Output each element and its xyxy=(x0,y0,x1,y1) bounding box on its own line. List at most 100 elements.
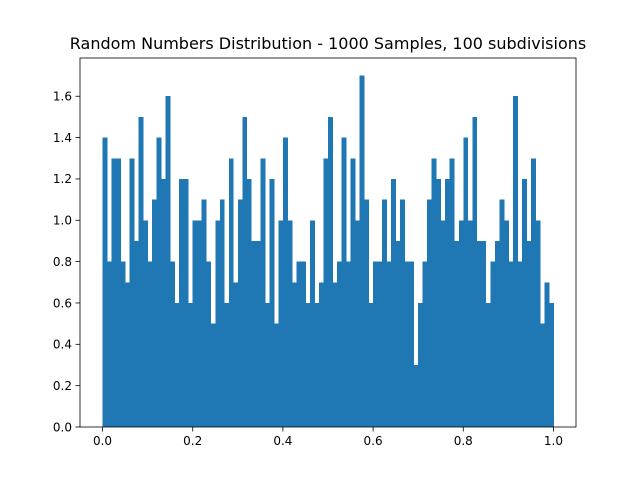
histogram-bar xyxy=(404,261,410,427)
histogram-bar xyxy=(210,323,216,427)
histogram-bar xyxy=(314,302,320,427)
y-tick-label: 0.0 xyxy=(53,420,72,434)
y-tick-label: 0.8 xyxy=(53,255,72,269)
histogram-bar xyxy=(111,158,117,427)
histogram-bar xyxy=(116,158,121,427)
histogram-bar xyxy=(278,220,284,427)
histogram-bar xyxy=(481,240,487,427)
histogram-bar xyxy=(188,302,194,427)
histogram-bar xyxy=(125,282,130,427)
histogram-bar xyxy=(161,178,167,427)
histogram-bar xyxy=(337,261,342,427)
histogram-bar xyxy=(107,261,112,427)
histogram-bar xyxy=(309,220,315,427)
histogram-bar xyxy=(494,240,500,427)
histogram-bar xyxy=(395,240,401,427)
histogram-bar xyxy=(206,261,212,427)
histogram-bar xyxy=(413,364,419,427)
histogram-bar xyxy=(490,261,496,427)
histogram-bar xyxy=(251,240,257,427)
histogram-bar xyxy=(364,199,369,427)
x-tick-label: 0.0 xyxy=(93,434,112,448)
histogram-bar xyxy=(305,302,311,427)
histogram-bar xyxy=(454,240,460,427)
histogram-bar xyxy=(328,116,333,428)
y-tick-label: 1.0 xyxy=(53,214,72,228)
histogram-bar xyxy=(517,261,523,427)
histogram-bar xyxy=(346,261,351,427)
histogram-bar xyxy=(264,302,270,427)
histogram-bar xyxy=(129,158,135,427)
histogram-bar xyxy=(215,220,221,427)
histogram-bar xyxy=(296,261,302,427)
histogram-bar xyxy=(368,302,374,427)
histogram-bar xyxy=(548,302,554,427)
histogram-bar xyxy=(138,116,144,428)
histogram-bar xyxy=(237,199,243,427)
histogram-bar xyxy=(436,178,442,427)
histogram-bar xyxy=(400,199,406,427)
histogram-bar xyxy=(183,178,189,427)
histogram-bar xyxy=(300,261,306,427)
histogram-bar xyxy=(152,199,158,427)
plot-frame xyxy=(79,57,577,428)
histogram-bar xyxy=(269,178,275,427)
histogram-bar xyxy=(418,302,424,427)
histogram-bar xyxy=(332,282,338,427)
histogram-bar xyxy=(282,137,288,427)
histogram-bar xyxy=(449,158,455,427)
histogram-bar xyxy=(197,220,203,427)
histogram-bar xyxy=(291,282,297,427)
histogram-bar xyxy=(260,158,266,427)
histogram-bar xyxy=(463,137,469,427)
histogram-bar xyxy=(201,199,207,427)
histogram-bar xyxy=(192,220,198,427)
histogram-bar xyxy=(526,240,532,427)
histogram-bar xyxy=(440,220,446,427)
histogram-bar xyxy=(512,96,518,427)
histogram-bar xyxy=(147,261,153,427)
bars-group xyxy=(102,75,554,428)
histogram-bar xyxy=(539,323,545,427)
histogram-bar xyxy=(273,323,279,427)
axes-group: 0.0 0.2 0.4 0.6 0.8 1.0 0.0 0.2 0.4 0.6 0.8 1.0 1.2 1… xyxy=(53,57,577,448)
x-tick-label: 0.6 xyxy=(364,434,383,448)
histogram-bar xyxy=(373,261,378,427)
x-tick-label: 0.2 xyxy=(183,434,202,448)
histogram-bar xyxy=(134,240,140,427)
histogram-bar xyxy=(530,158,536,427)
histogram-bar xyxy=(409,261,415,427)
y-tick-label: 0.6 xyxy=(53,296,72,310)
histogram-bar xyxy=(224,302,230,427)
histogram-bar xyxy=(233,282,239,427)
histogram-bar xyxy=(472,116,478,428)
histogram-bar xyxy=(179,178,185,427)
x-tick-label: 1.0 xyxy=(544,434,563,448)
y-tick-label: 0.2 xyxy=(53,379,72,393)
histogram-bar xyxy=(431,158,437,427)
histogram-bar xyxy=(174,302,180,427)
histogram-bar xyxy=(242,116,248,428)
histogram-bar xyxy=(467,220,473,427)
y-tick-label: 1.4 xyxy=(53,131,72,145)
histogram-bar xyxy=(382,199,388,427)
histogram-bar xyxy=(341,137,347,427)
histogram-bar xyxy=(156,137,162,427)
histogram-bar xyxy=(422,261,428,427)
histogram-bar xyxy=(287,220,293,427)
histogram-bar xyxy=(355,220,360,427)
histogram-bar xyxy=(120,261,126,427)
histogram-bar xyxy=(143,220,149,427)
histogram-bar xyxy=(485,302,491,427)
histogram-bar xyxy=(499,199,505,427)
histogram-bar xyxy=(377,261,383,427)
histogram-bar xyxy=(246,178,252,427)
y-tick-label: 1.6 xyxy=(53,90,72,104)
histogram-bar xyxy=(508,261,514,427)
histogram-bar xyxy=(544,282,550,427)
histogram-bar xyxy=(503,220,509,427)
histogram-bar xyxy=(535,220,541,427)
y-tick-label: 0.4 xyxy=(53,338,72,352)
y-tick-label: 1.2 xyxy=(53,172,72,186)
histogram-bar xyxy=(458,220,464,427)
